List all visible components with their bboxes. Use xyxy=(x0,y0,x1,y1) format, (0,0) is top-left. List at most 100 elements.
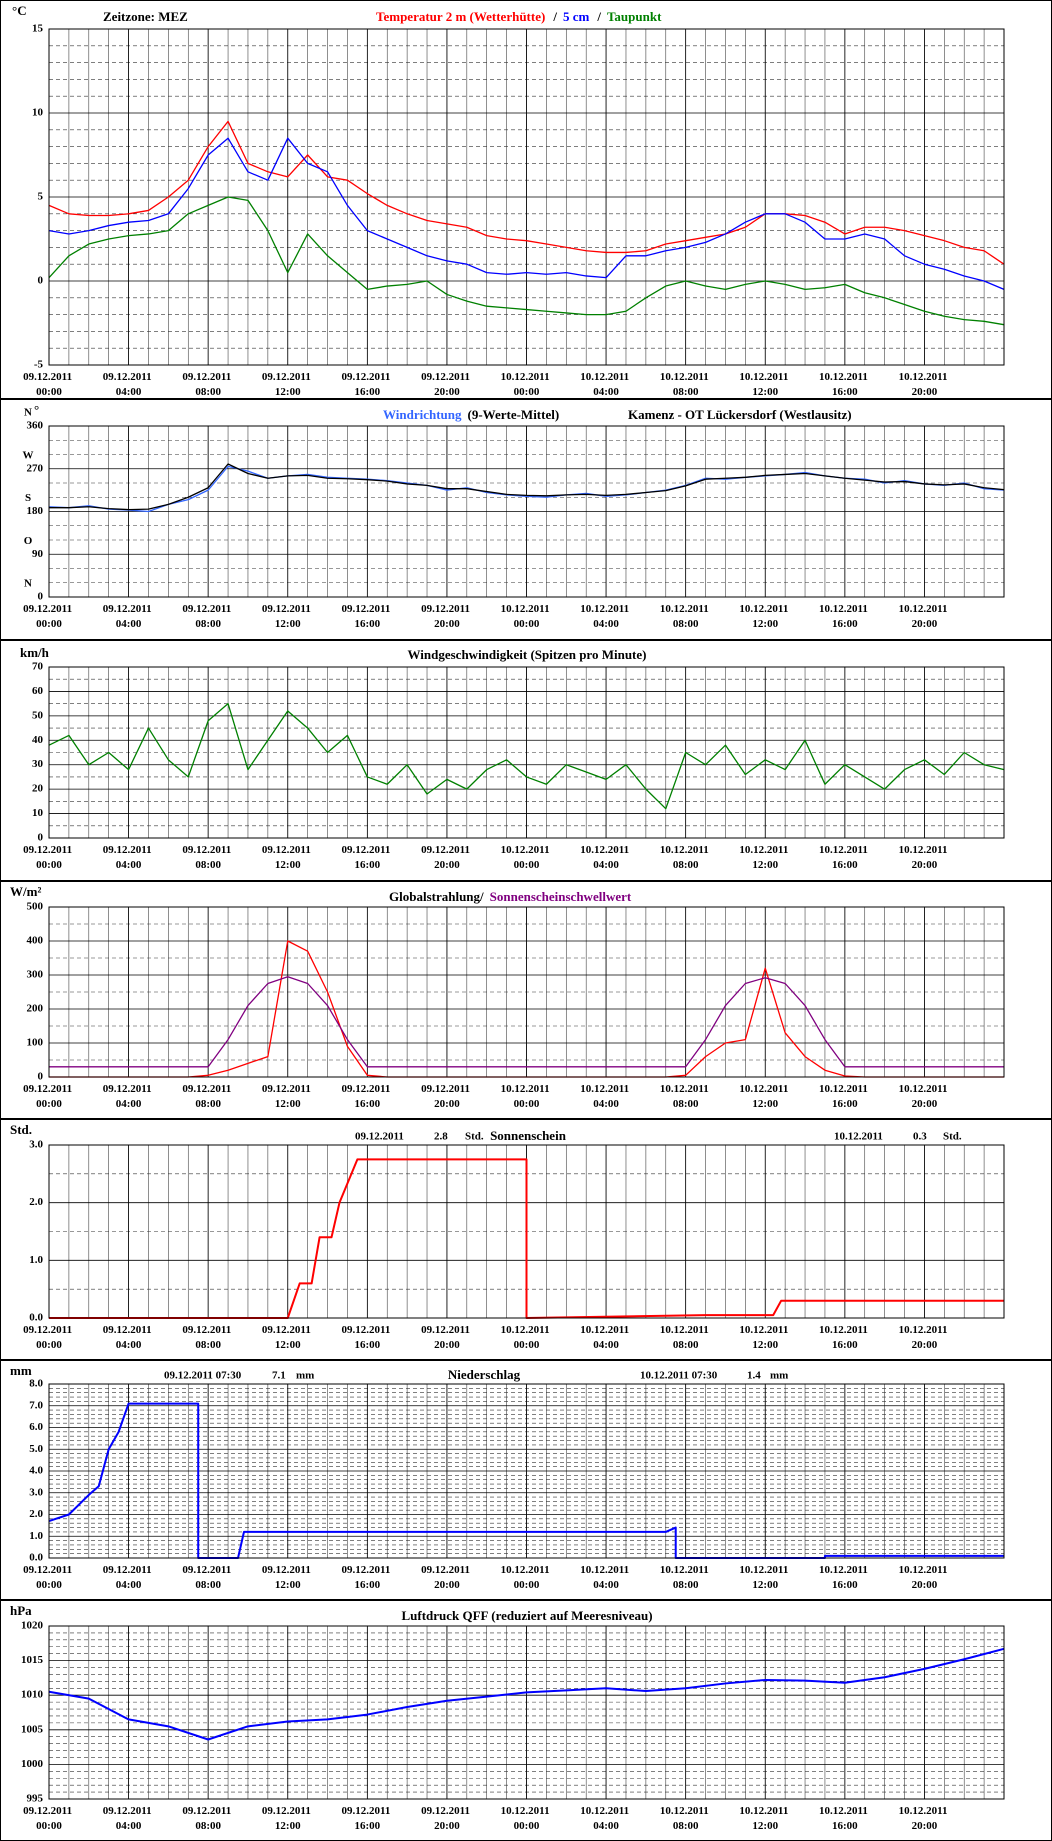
y-tick-label: -5 xyxy=(34,359,44,371)
x-tick-label: 09.12.2011 04:00 xyxy=(103,1083,155,1110)
series-line xyxy=(49,1158,1004,1319)
plot-frame xyxy=(48,1383,1005,1559)
series-line xyxy=(49,976,1004,1068)
x-tick-label: 10.12.2011 04:00 xyxy=(580,371,632,398)
x-tick-label: 09.12.2011 08:00 xyxy=(182,844,234,871)
x-tick-label: 09.12.2011 16:00 xyxy=(342,1324,394,1351)
x-tick-label: 10.12.2011 20:00 xyxy=(899,1564,951,1591)
y-tick-label: 90 xyxy=(32,548,44,560)
x-tick-label: 10.12.2011 16:00 xyxy=(819,1564,871,1591)
y-tick-label: 50 xyxy=(32,709,44,721)
x-tick-label: 10.12.2011 08:00 xyxy=(660,1805,712,1832)
x-tick-label: 09.12.2011 04:00 xyxy=(103,1564,155,1591)
total-date: 09.12.2011 07:30 xyxy=(164,1370,242,1382)
x-tick-label: 10.12.2011 12:00 xyxy=(739,371,791,398)
x-tick-label: 09.12.2011 04:00 xyxy=(103,844,155,871)
y-tick-label: 6.0 xyxy=(29,1421,43,1433)
direction-label: N xyxy=(24,578,32,590)
x-tick-label: 09.12.2011 08:00 xyxy=(182,1083,234,1110)
x-tick-label: 10.12.2011 12:00 xyxy=(739,1805,791,1832)
total-date: 09.12.2011 xyxy=(355,1131,404,1143)
legend-entry: Windrichtung xyxy=(383,407,462,422)
y-axis-unit: km/h xyxy=(20,645,50,660)
y-tick-label: 0.0 xyxy=(29,1312,43,1324)
y-tick-label: 10 xyxy=(32,807,44,819)
y-tick-label: 0 xyxy=(38,275,44,287)
y-axis-unit: W/m² xyxy=(10,884,41,899)
chart-panel: 0.0 1.0 2.0 3.0 09.12.2011 00:00 09.12.2011 0… xyxy=(0,1119,1052,1360)
x-tick-label: 09.12.2011 08:00 xyxy=(182,603,234,630)
x-tick-label: 09.12.2011 20:00 xyxy=(421,1805,473,1832)
x-tick-label: 10.12.2011 16:00 xyxy=(819,1083,871,1110)
x-tick-label: 10.12.2011 20:00 xyxy=(899,371,951,398)
y-tick-label: 40 xyxy=(32,734,44,746)
panel-border xyxy=(0,1360,1052,1600)
direction-label: S xyxy=(25,492,31,504)
legend: Windrichtung (9-Werte-Mittel) xyxy=(383,407,559,422)
x-tick-label: 10.12.2011 00:00 xyxy=(501,1564,553,1591)
x-tick-label: 10.12.2011 00:00 xyxy=(501,1324,553,1351)
y-tick-label: 30 xyxy=(32,758,44,770)
chart-panel: 0 10 20 30 40 50 60 70 09.12.2011 00:00 09.12.201… xyxy=(0,640,1052,881)
x-tick-label: 09.12.2011 00:00 xyxy=(23,1805,75,1832)
legend-entry: Temperatur 2 m (Wetterhütte) xyxy=(376,9,545,24)
x-tick-label: 10.12.2011 12:00 xyxy=(739,1324,791,1351)
chart-panel: 0 100 200 300 400 500 09.12.2011 00:00 09.12.20… xyxy=(0,881,1052,1119)
y-tick-label: 4.0 xyxy=(29,1465,43,1477)
x-tick-label: 10.12.2011 00:00 xyxy=(501,1805,553,1832)
total-unit: Std. xyxy=(943,1131,962,1143)
x-tick-label: 10.12.2011 16:00 xyxy=(819,1324,871,1351)
x-tick-label: 10.12.2011 12:00 xyxy=(739,603,791,630)
legend-entry: (9-Werte-Mittel) xyxy=(468,407,560,422)
x-tick-label: 09.12.2011 04:00 xyxy=(103,371,155,398)
plot-frame xyxy=(48,425,1005,598)
x-tick-label: 10.12.2011 00:00 xyxy=(501,371,553,398)
x-tick-label: 10.12.2011 12:00 xyxy=(739,1564,791,1591)
x-tick-label: 09.12.2011 20:00 xyxy=(421,1324,473,1351)
y-tick-label: 1.0 xyxy=(29,1530,43,1542)
x-tick-label: 10.12.2011 08:00 xyxy=(660,371,712,398)
legend: Globalstrahlung/Sonnenscheinschwellwert xyxy=(389,889,632,904)
legend: Temperatur 2 m (Wetterhütte) / 5 cm / Taupun… xyxy=(376,9,662,24)
plot-frame xyxy=(48,1144,1005,1319)
plot-frame xyxy=(48,906,1005,1078)
x-tick-label: 10.12.2011 04:00 xyxy=(580,603,632,630)
x-tick-label: 09.12.2011 08:00 xyxy=(182,1564,234,1591)
x-tick-label: 09.12.2011 00:00 xyxy=(23,603,75,630)
x-tick-label: 09.12.2011 12:00 xyxy=(262,1564,314,1591)
total-unit: Std. xyxy=(465,1131,484,1143)
x-tick-label: 10.12.2011 04:00 xyxy=(580,1083,632,1110)
x-tick-label: 09.12.2011 16:00 xyxy=(342,1083,394,1110)
y-tick-label: 500 xyxy=(27,901,44,913)
legend-separator: / xyxy=(596,9,601,24)
x-tick-label: 09.12.2011 00:00 xyxy=(23,844,75,871)
x-tick-label: 09.12.2011 16:00 xyxy=(342,844,394,871)
y-tick-label: 995 xyxy=(27,1793,44,1805)
direction-label: N xyxy=(24,407,32,419)
y-axis-unit: Std. xyxy=(10,1122,32,1137)
x-tick-label: 09.12.2011 00:00 xyxy=(23,371,75,398)
plot-frame xyxy=(48,1625,1005,1800)
x-tick-label: 09.12.2011 20:00 xyxy=(421,603,473,630)
direction-label: O xyxy=(24,535,33,547)
x-tick-label: 10.12.2011 04:00 xyxy=(580,844,632,871)
chart-panel: 995 1000 1005 1010 1015 1020 09.12.2011 00:00 0… xyxy=(0,1600,1052,1841)
series-line xyxy=(49,463,1005,511)
x-tick-label: 09.12.2011 04:00 xyxy=(103,1805,155,1832)
panel-border xyxy=(0,881,1052,1119)
x-tick-label: 10.12.2011 08:00 xyxy=(660,603,712,630)
x-tick-label: 10.12.2011 20:00 xyxy=(899,1805,951,1832)
x-tick-label: 10.12.2011 00:00 xyxy=(501,603,553,630)
x-tick-label: 10.12.2011 16:00 xyxy=(819,844,871,871)
y-tick-label: 0.0 xyxy=(29,1552,43,1564)
chart-panel: -5 0 5 10 15 09.12.2011 00:00 09.12.2011 04:00… xyxy=(0,0,1052,399)
panel-border xyxy=(0,1600,1052,1841)
total-value: 7.1 xyxy=(272,1370,286,1382)
y-axis-unit: mm xyxy=(10,1363,32,1378)
total-value: 2.8 xyxy=(434,1131,448,1143)
y-tick-label: 3.0 xyxy=(29,1486,43,1498)
chart-title: Sonnenschein xyxy=(490,1128,567,1143)
series-line xyxy=(48,120,1005,265)
x-tick-label: 10.12.2011 08:00 xyxy=(660,1564,712,1591)
